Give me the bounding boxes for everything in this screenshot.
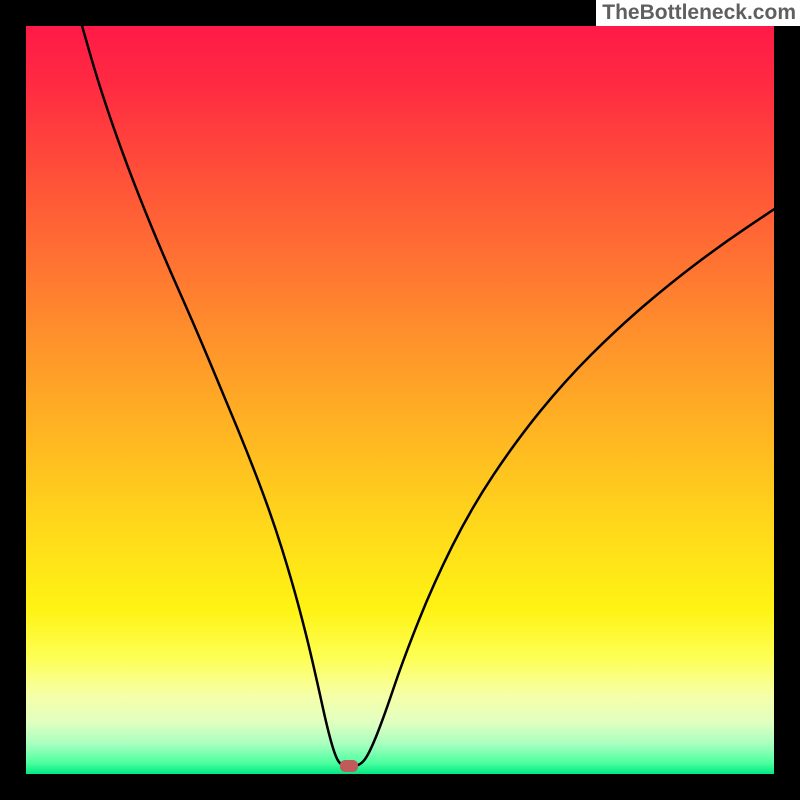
watermark-label: TheBottleneck.com: [596, 0, 800, 26]
minimum-marker: [340, 760, 358, 772]
bottleneck-curve: [26, 26, 774, 774]
watermark-text: TheBottleneck.com: [602, 1, 796, 24]
plot-area: [26, 26, 774, 774]
